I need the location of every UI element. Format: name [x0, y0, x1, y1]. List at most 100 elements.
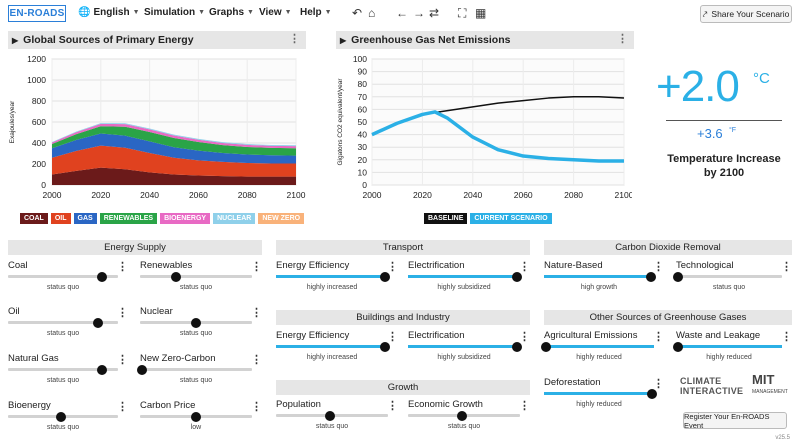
legend-new-zero[interactable]: NEW ZERO — [258, 213, 305, 224]
kebab-icon[interactable]: ⋮ — [781, 331, 792, 343]
slider-nature-based[interactable]: Nature-Based ⋮ high growth — [544, 260, 664, 300]
slider-handle[interactable] — [324, 410, 335, 421]
expand-arrow-icon[interactable]: ▶ — [340, 35, 347, 45]
refresh-icon[interactable]: ⇄ — [429, 6, 440, 20]
slider-economic-growth[interactable]: Economic Growth ⋮ status quo — [408, 399, 530, 439]
slider-track[interactable] — [408, 271, 522, 282]
legend-nuclear[interactable]: NUCLEAR — [213, 213, 256, 224]
slider-track[interactable] — [140, 411, 252, 422]
slider-track[interactable] — [8, 411, 118, 422]
slider-waste-leakage[interactable]: Waste and Leakage ⋮ highly reduced — [673, 330, 792, 370]
slider-coal[interactable]: Coal ⋮ status quo — [8, 260, 128, 300]
kebab-icon[interactable]: ⋮ — [519, 400, 530, 412]
slider-handle[interactable] — [511, 341, 522, 352]
slider-handle[interactable] — [511, 271, 522, 282]
slider-natural-gas[interactable]: Natural Gas ⋮ status quo — [8, 353, 128, 393]
slider-buildings-efficiency[interactable]: Energy Efficiency ⋮ highly increased — [276, 330, 398, 370]
kebab-icon[interactable]: ⋮ — [289, 33, 300, 45]
register-event-button[interactable]: Register Your En-ROADS Event — [683, 412, 787, 430]
slider-transport-electrification[interactable]: Electrification ⋮ highly subsidized — [408, 260, 530, 300]
logo[interactable]: EN-ROADS — [8, 5, 66, 22]
kebab-icon[interactable]: ⋮ — [251, 401, 262, 413]
slider-population[interactable]: Population ⋮ status quo — [276, 399, 398, 439]
slider-track[interactable] — [408, 410, 520, 421]
slider-handle[interactable] — [646, 388, 657, 399]
slider-track[interactable] — [140, 271, 252, 282]
undo-icon[interactable]: ↶ — [352, 6, 363, 20]
expand-arrow-icon[interactable]: ▶ — [12, 35, 19, 45]
legend-renewables[interactable]: RENEWABLES — [99, 213, 158, 224]
slider-handle[interactable] — [170, 271, 181, 282]
kebab-icon[interactable]: ⋮ — [617, 33, 628, 45]
slider-handle[interactable] — [55, 411, 66, 422]
slider-handle[interactable] — [96, 364, 107, 375]
slider-handle[interactable] — [93, 317, 104, 328]
kebab-icon[interactable]: ⋮ — [387, 331, 398, 343]
kebab-icon[interactable]: ⋮ — [117, 354, 128, 366]
slider-renewables[interactable]: Renewables ⋮ status quo — [140, 260, 262, 300]
slider-buildings-electrification[interactable]: Electrification ⋮ highly subsidized — [408, 330, 530, 370]
slider-track[interactable] — [8, 271, 118, 282]
fullscreen-icon[interactable]: ⛶ — [458, 6, 467, 20]
legend-gas[interactable]: GAS — [73, 213, 97, 224]
slider-track[interactable] — [8, 317, 118, 328]
slider-track[interactable] — [276, 410, 388, 421]
slider-track[interactable] — [408, 341, 522, 352]
slider-agricultural-emissions[interactable]: Agricultural Emissions ⋮ highly reduced — [541, 330, 664, 370]
back-icon[interactable]: ← — [396, 6, 408, 20]
kebab-icon[interactable]: ⋮ — [653, 261, 664, 273]
slider-oil[interactable]: Oil ⋮ status quo — [8, 306, 128, 346]
kebab-icon[interactable]: ⋮ — [117, 401, 128, 413]
share-scenario-button[interactable]: ⤤ Share Your Scenario — [700, 5, 792, 23]
slider-track[interactable] — [673, 271, 782, 282]
slider-handle[interactable] — [379, 341, 390, 352]
slider-handle[interactable] — [137, 364, 148, 375]
legend-oil[interactable]: OIL — [50, 213, 71, 224]
slider-handle[interactable] — [379, 271, 390, 282]
menu-view[interactable]: View ▼ — [259, 7, 292, 18]
slider-nuclear[interactable]: Nuclear ⋮ status quo — [140, 306, 262, 346]
slider-track[interactable] — [544, 388, 657, 399]
menu-graphs[interactable]: Graphs ▼ — [209, 7, 254, 18]
slider-technological[interactable]: Technological ⋮ status quo — [673, 260, 792, 300]
legend-current-scenario[interactable]: CURRENT SCENARIO — [470, 213, 552, 224]
slider-track[interactable] — [541, 341, 654, 352]
slider-track[interactable] — [673, 341, 782, 352]
slider-deforestation[interactable]: Deforestation ⋮ highly reduced — [544, 377, 664, 417]
slider-handle[interactable] — [541, 341, 552, 352]
slider-handle[interactable] — [673, 341, 684, 352]
kebab-icon[interactable]: ⋮ — [653, 378, 664, 390]
slider-track[interactable] — [276, 271, 390, 282]
menu-language[interactable]: 🌐 English ▼ — [78, 7, 140, 18]
legend-baseline[interactable]: BASELINE — [424, 213, 468, 224]
home-icon[interactable]: ⌂ — [368, 6, 376, 20]
kebab-icon[interactable]: ⋮ — [653, 331, 664, 343]
kebab-icon[interactable]: ⋮ — [519, 261, 530, 273]
slider-new-zero-carbon[interactable]: New Zero-Carbon ⋮ status quo — [137, 353, 262, 393]
kebab-icon[interactable]: ⋮ — [251, 307, 262, 319]
slider-bioenergy[interactable]: Bioenergy ⋮ status quo — [8, 400, 128, 440]
kebab-icon[interactable]: ⋮ — [117, 307, 128, 319]
slider-handle[interactable] — [191, 411, 201, 422]
slider-track[interactable] — [140, 317, 252, 328]
kebab-icon[interactable]: ⋮ — [117, 261, 128, 273]
kebab-icon[interactable]: ⋮ — [387, 400, 398, 412]
grid-icon[interactable]: ▦ — [475, 6, 487, 20]
slider-carbon-price[interactable]: Carbon Price ⋮ low — [140, 400, 262, 440]
forward-icon[interactable]: → — [413, 6, 425, 20]
slider-transport-efficiency[interactable]: Energy Efficiency ⋮ highly increased — [276, 260, 398, 300]
slider-track[interactable] — [544, 271, 656, 282]
kebab-icon[interactable]: ⋮ — [251, 261, 262, 273]
menu-help[interactable]: Help ▼ — [300, 7, 332, 18]
kebab-icon[interactable]: ⋮ — [519, 331, 530, 343]
slider-handle[interactable] — [456, 410, 467, 421]
slider-handle[interactable] — [96, 271, 107, 282]
slider-track[interactable] — [8, 364, 118, 375]
slider-track[interactable] — [276, 341, 390, 352]
kebab-icon[interactable]: ⋮ — [781, 261, 792, 273]
menu-simulation[interactable]: Simulation ▼ — [144, 7, 206, 18]
kebab-icon[interactable]: ⋮ — [251, 354, 262, 366]
legend-bioenergy[interactable]: BIOENERGY — [160, 213, 211, 224]
kebab-icon[interactable]: ⋮ — [387, 261, 398, 273]
legend-coal[interactable]: COAL — [20, 213, 48, 224]
